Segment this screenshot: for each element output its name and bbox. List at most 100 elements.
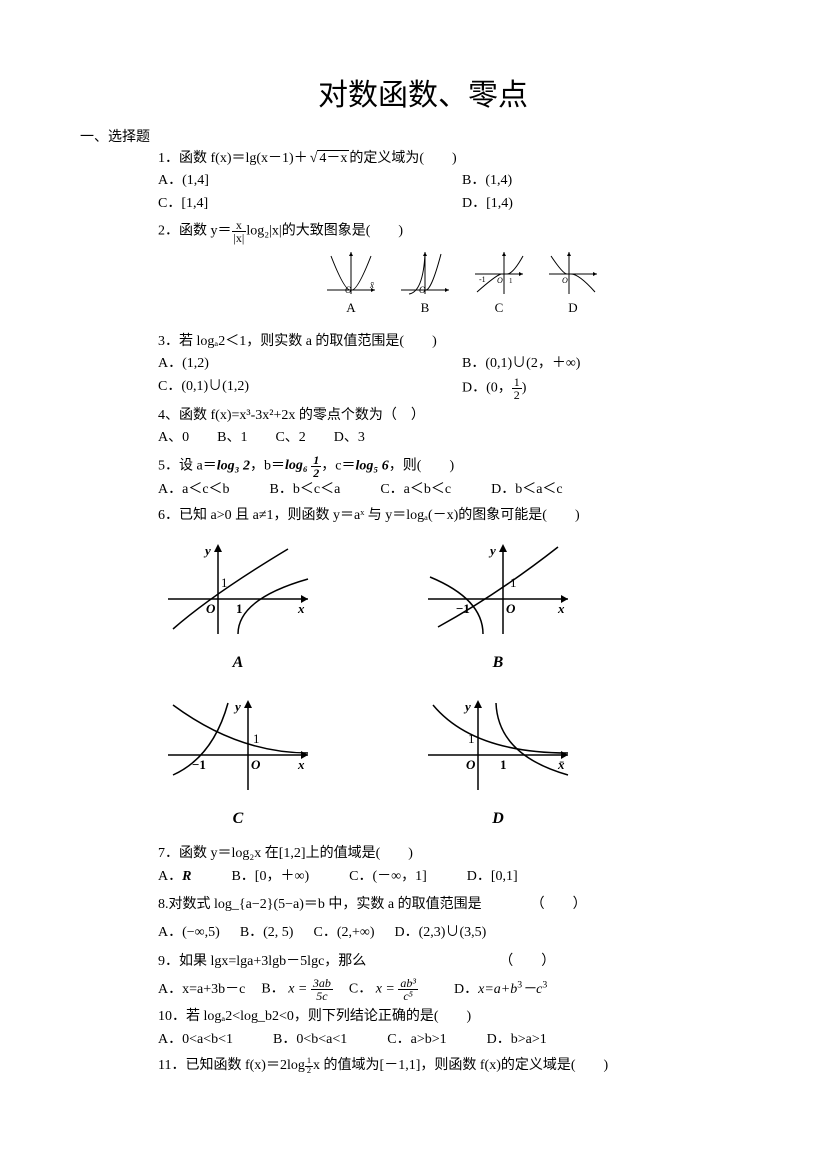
graph-label: B — [398, 650, 598, 676]
question-10: 10．若 logₐ2<log_b2<0，则下列结论正确的是( ) A．0<a<b… — [158, 1006, 766, 1051]
svg-text:x̄: x̄ — [557, 757, 565, 772]
q9b-lhs: x = — [288, 982, 307, 997]
q2-tail: log₂|x|的大致图象是( ) — [246, 224, 403, 239]
q1-opt-b: B．(1,4) — [462, 170, 766, 192]
q6-text: 6．已知 a>0 且 a≠1，则函数 y＝aˣ 与 y＝logₐ(－x)的图象可… — [158, 505, 766, 527]
sqrt-inner: 4－x — [317, 150, 349, 166]
frac-den: c⁵ — [398, 990, 418, 1002]
frac-num: 1 — [311, 454, 321, 467]
q5-mid2: ，c＝ — [321, 458, 355, 473]
q5-a: log₃ 2 — [217, 458, 250, 473]
q10-opt-c: C．a>b>1 — [387, 1029, 446, 1051]
svg-text:1: 1 — [253, 731, 260, 746]
q2-graph-a: O x̄ A — [323, 250, 379, 319]
q2-graph-d: O D — [545, 250, 601, 319]
svg-text:1: 1 — [500, 757, 507, 772]
graph-label: D — [398, 806, 598, 832]
q5-mid1: ，b＝ — [250, 458, 285, 473]
page-title: 对数函数、零点 — [80, 70, 766, 114]
svg-text:O: O — [562, 276, 568, 285]
svg-text:O: O — [345, 285, 352, 295]
frac-num: 1 — [512, 376, 522, 389]
q1-text: 1．函数 f(x)＝lg(x－1)＋ — [158, 151, 308, 166]
q5-b: log₆ 12 — [285, 458, 321, 473]
question-3: 3．若 logₐ2＜1，则实数 a 的取值范围是( ) A．(1,2) B．(0… — [158, 331, 766, 401]
svg-text:O: O — [497, 276, 503, 285]
question-2: 2．函数 y＝x|x|log₂|x|的大致图象是( ) O x̄ A — [158, 219, 766, 319]
q10-text: 10．若 logₐ2<log_b2<0，则下列结论正确的是( ) — [158, 1006, 766, 1028]
q10-opt-a: A．0<a<b<1 — [158, 1029, 233, 1051]
q6-graph-b: O 1 −1 x y B — [398, 539, 598, 675]
frac-den: 5c — [311, 990, 333, 1002]
thumb-label: A — [323, 298, 379, 319]
sqrt-icon: 4－x — [308, 148, 350, 170]
svg-text:O: O — [506, 601, 516, 616]
thumb-label: C — [471, 298, 527, 319]
svg-text:y: y — [233, 699, 241, 714]
svg-text:x: x — [297, 601, 305, 616]
fraction-icon: 12 — [305, 1057, 313, 1075]
q8-opt-d: D．(2,3)∪(3,5) — [395, 922, 487, 944]
q1-opt-d: D．[1,4) — [462, 193, 766, 215]
q5-opt-d: D．b＜a＜c — [491, 479, 563, 501]
q5-opt-a: A．a＜c＜b — [158, 479, 230, 501]
q1-opt-a: A．(1,4] — [158, 170, 462, 192]
question-9: 9．如果 lgx=lga+3lgb－5lgc，那么 （ ） A．x=a+3b－c… — [158, 951, 766, 1002]
question-4: 4、函数 f(x)=x³-3x²+2x 的零点个数为（ ） A、0 B、1 C、… — [158, 405, 766, 450]
fraction-icon: x|x| — [232, 219, 247, 244]
svg-text:x: x — [297, 757, 305, 772]
q10-opt-b: B．0<b<a<1 — [273, 1029, 347, 1051]
graph-label: A — [138, 650, 338, 676]
q9-opt-d: D．x=a+b3－c3 — [454, 979, 547, 1001]
q8-opt-b: B．(2, 5) — [240, 922, 294, 944]
q5-c: log₅ 6 — [356, 458, 389, 473]
svg-text:x: x — [557, 601, 565, 616]
q9-opt-a: A．x=a+3b－c — [158, 979, 245, 1001]
fraction-icon: 12 — [512, 376, 522, 401]
q3-opt-d: D．(0，12) — [462, 376, 766, 401]
q1-tail: 的定义域为( ) — [349, 151, 456, 166]
svg-text:O: O — [466, 757, 476, 772]
content-block: 1．函数 f(x)＝lg(x－1)＋ 4－x的定义域为( ) A．(1,4] B．… — [80, 148, 766, 1077]
q3-opt-a: A．(1,2) — [158, 353, 462, 375]
q7-opt-b: B．[0，＋∞) — [231, 866, 309, 888]
section-header: 一、选择题 — [80, 126, 766, 146]
svg-text:1: 1 — [236, 601, 243, 616]
q9c-lhs: x = — [376, 982, 395, 997]
q1-opt-c: C．[1,4] — [158, 193, 462, 215]
q6-graph-c: O 1 −1 x y C — [138, 695, 338, 831]
q9-opt-c: C． x = ab³c⁵ — [349, 977, 418, 1002]
svg-text:y: y — [463, 699, 471, 714]
q8-opt-c: C．(2,+∞) — [313, 922, 374, 944]
question-7: 7．函数 y＝log₂x 在[1,2]上的值域是( ) A．R B．[0，＋∞)… — [158, 843, 766, 888]
svg-text:1: 1 — [510, 575, 517, 590]
fraction-icon: ab³c⁵ — [398, 977, 418, 1002]
q4-opts: A、0 B、1 C、2 D、3 — [158, 427, 766, 449]
svg-text:-1: -1 — [479, 275, 486, 284]
fraction-icon: 3ab5c — [311, 977, 333, 1002]
q5-tail: ，则( ) — [389, 458, 454, 473]
question-11: 11．已知函数 f(x)＝2log12x 的值域为[－1,1]，则函数 f(x)… — [158, 1055, 766, 1077]
q3-text: 3．若 logₐ2＜1，则实数 a 的取值范围是( ) — [158, 331, 766, 353]
q7-opt-a: A．R — [158, 866, 191, 888]
q9b-lead: B． — [261, 982, 284, 997]
q2-graph-c: -1 O 1 C — [471, 250, 527, 319]
q3d-tail: ) — [522, 380, 527, 395]
svg-text:y: y — [488, 543, 496, 558]
q3d-lead: D．(0， — [462, 380, 512, 395]
question-8: 8.对数式 log_{a−2}(5−a)＝b 中，实数 a 的取值范围是 （ ）… — [158, 894, 766, 945]
q3-opt-c: C．(0,1)∪(1,2) — [158, 376, 462, 401]
q2-lead: 2．函数 y＝ — [158, 224, 232, 239]
frac-den: 2 — [305, 1067, 313, 1075]
q6-graph-d: O 1 1 x̄ y D — [398, 695, 598, 831]
q7-text: 7．函数 y＝log₂x 在[1,2]上的值域是( ) — [158, 843, 766, 865]
svg-text:y: y — [203, 543, 211, 558]
q9c-lead: C． — [349, 982, 372, 997]
q2-graph-b: O B — [397, 250, 453, 319]
question-1: 1．函数 f(x)＝lg(x－1)＋ 4－x的定义域为( ) A．(1,4] B．… — [158, 148, 766, 215]
svg-text:O: O — [251, 757, 261, 772]
q5-opt-c: C．a＜b＜c — [380, 479, 451, 501]
question-6: 6．已知 a>0 且 a≠1，则函数 y＝aˣ 与 y＝logₐ(－x)的图象可… — [158, 505, 766, 831]
q5-opt-b: B．b＜c＜a — [270, 479, 341, 501]
q4-text: 4、函数 f(x)=x³-3x²+2x 的零点个数为（ ） — [158, 405, 766, 427]
